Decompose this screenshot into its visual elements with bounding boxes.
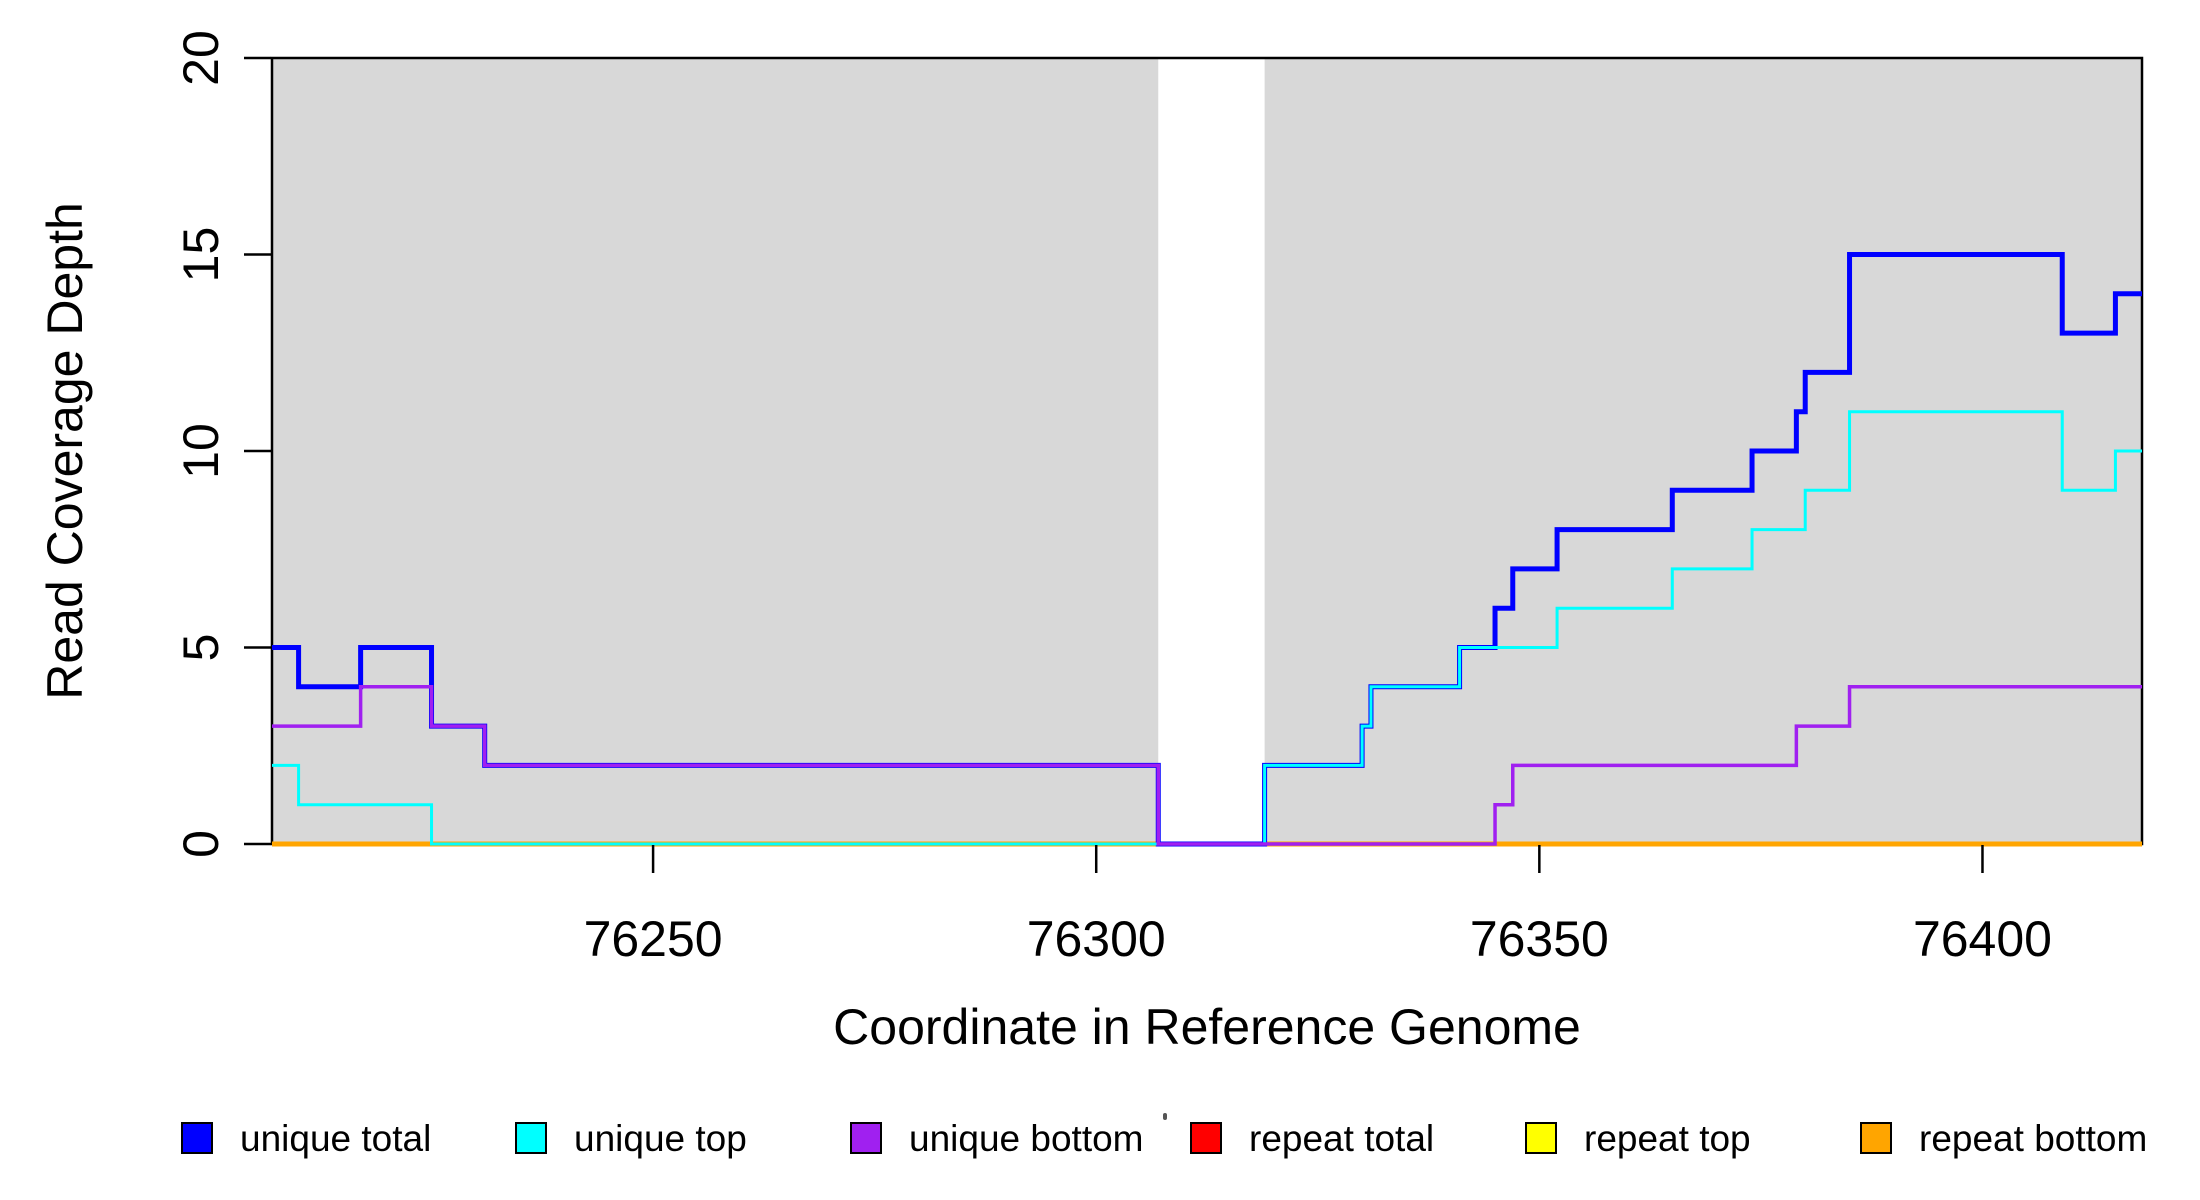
x-tick-label-76400: 76400 <box>1913 911 2052 967</box>
axis-ticks: 76250 76300 76350 76400 0 5 10 15 20 <box>173 30 2052 967</box>
y-tick-label-0: 0 <box>173 830 229 858</box>
series-lines <box>272 252 2142 847</box>
legend-swatch-unique-bottom <box>850 1122 882 1154</box>
legend-swatch-unique-top <box>515 1122 547 1154</box>
legend-label-repeat-total: repeat total <box>1249 1117 1435 1159</box>
y-tick-label-15: 15 <box>173 227 229 283</box>
unique-mappability-band-left <box>272 58 1159 844</box>
legend-label-unique-total: unique total <box>240 1117 432 1159</box>
legend-swatch-repeat-bottom <box>1860 1122 1892 1154</box>
x-tick-label-76350: 76350 <box>1470 911 1609 967</box>
legend-swatch-repeat-top <box>1525 1122 1557 1154</box>
x-tick-label-76250: 76250 <box>584 911 723 967</box>
legend-swatch-unique-total <box>181 1122 213 1154</box>
y-tick-label-20: 20 <box>173 30 229 86</box>
legend-label-repeat-bottom: repeat bottom <box>1919 1117 2148 1159</box>
legend-label-unique-top: unique top <box>574 1117 747 1159</box>
shaded-bands <box>272 58 2142 844</box>
y-tick-label-5: 5 <box>173 634 229 662</box>
legend-item-repeat-bottom: repeat bottom <box>1860 1117 2148 1159</box>
unique-mappability-band-right <box>1264 58 2142 844</box>
stray-ink-mark <box>1163 1113 1167 1120</box>
legend-item-repeat-top: repeat top <box>1525 1117 1751 1159</box>
y-axis-title: Read Coverage Depth <box>37 202 93 700</box>
legend-swatch-repeat-total <box>1190 1122 1222 1154</box>
legend-item-unique-bottom: unique bottom <box>850 1117 1144 1159</box>
legend-item-unique-top: unique top <box>515 1117 747 1159</box>
legend-item-repeat-total: repeat total <box>1190 1117 1435 1159</box>
legend-label-unique-bottom: unique bottom <box>909 1117 1144 1159</box>
series-line-unique-top <box>272 410 2142 846</box>
y-tick-label-10: 10 <box>173 423 229 479</box>
legend-label-repeat-top: repeat top <box>1584 1117 1751 1159</box>
x-axis-title: Coordinate in Reference Genome <box>833 999 1581 1055</box>
x-tick-label-76300: 76300 <box>1027 911 1166 967</box>
series-line-unique-bottom <box>272 685 2142 846</box>
legend-item-unique-total: unique total <box>181 1117 432 1159</box>
